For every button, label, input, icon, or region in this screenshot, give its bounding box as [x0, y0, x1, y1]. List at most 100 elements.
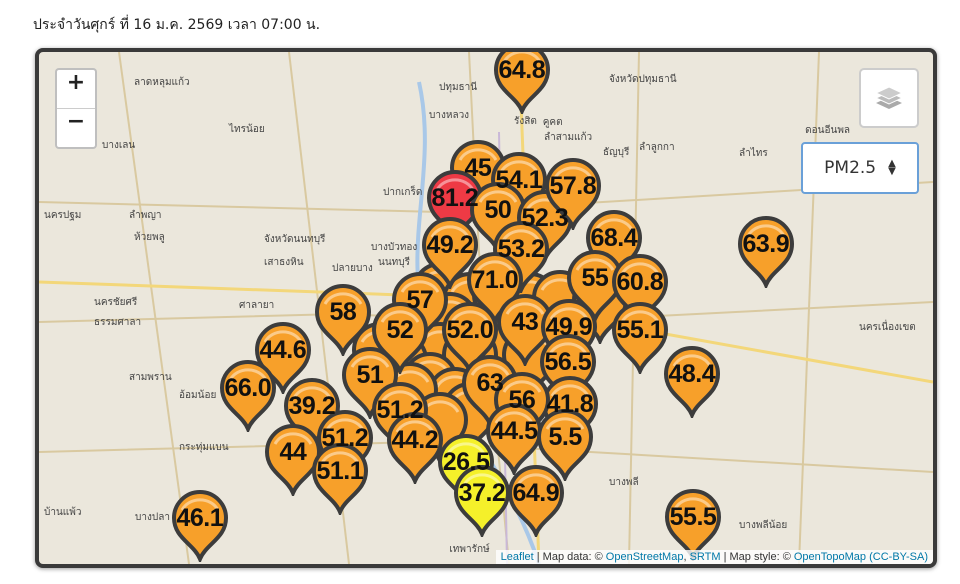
marker-value[interactable]: 60.8 — [616, 268, 664, 296]
opentopomap-link[interactable]: OpenTopoMap — [793, 551, 867, 563]
place-label: บางพลีน้อย — [739, 520, 788, 531]
marker-value[interactable]: 52.3 — [521, 204, 569, 232]
marker-value[interactable]: 55 — [581, 264, 609, 292]
place-label: ปทุมธานี — [439, 82, 478, 93]
pm25-marker[interactable] — [662, 344, 722, 421]
marker-value[interactable]: 52.0 — [446, 316, 494, 344]
leaflet-link[interactable]: Leaflet — [500, 551, 534, 563]
marker-value[interactable]: 55.5 — [669, 503, 717, 532]
marker-value[interactable]: 44.2 — [391, 426, 439, 454]
pm25-marker[interactable] — [610, 300, 670, 377]
pm25-marker[interactable] — [492, 52, 552, 117]
marker-value[interactable]: 51.1 — [316, 457, 364, 485]
marker-value[interactable]: 64.9 — [512, 479, 560, 507]
pm25-marker[interactable] — [663, 487, 723, 564]
marker-value[interactable]: 56 — [508, 386, 536, 414]
place-label: จังหวัดนนทบุรี — [264, 234, 326, 245]
place-label: ธรรมศาลา — [94, 317, 142, 328]
pm25-marker[interactable] — [440, 300, 500, 377]
marker-value[interactable]: 54.1 — [495, 166, 543, 194]
pm25-marker[interactable] — [310, 441, 370, 518]
select-arrows-icon: ▲ ▼ — [888, 158, 896, 177]
place-label: ห้วยพลู — [134, 232, 165, 243]
marker-value[interactable]: 55.1 — [616, 316, 664, 344]
zoom-in-button[interactable]: + — [66, 70, 86, 95]
place-label: บ้านแพ้ว — [44, 507, 82, 518]
pm25-marker[interactable] — [535, 407, 595, 484]
marker-value-layer: 64.8 45 54.1 81.2 50 52.3 53.2 57.8 68.4 63.9 49.2… — [39, 52, 933, 564]
marker-value[interactable]: 44 — [279, 438, 307, 466]
marker-value[interactable]: 58 — [329, 298, 357, 326]
marker-value[interactable]: 56.5 — [544, 348, 592, 376]
marker-value[interactable]: 49.9 — [545, 313, 593, 341]
place-label: ไทรน้อย — [229, 124, 265, 135]
layers-button[interactable] — [859, 68, 919, 128]
pm25-marker[interactable] — [263, 422, 323, 499]
pm25-map[interactable]: ลาดหลุมแก้ว ปทุมธานี จังหวัดปทุมธานี บางหลว… — [35, 48, 937, 568]
report-date-title: ประจำวันศุกร์ ที่ 16 ม.ค. 2569 เวลา 07:0… — [33, 17, 321, 33]
marker-value[interactable]: 68.4 — [590, 224, 638, 252]
marker-value[interactable]: 41.8 — [546, 390, 594, 418]
place-label: ศาลายา — [239, 300, 275, 311]
place-label: นครปฐม — [44, 210, 82, 221]
osm-link[interactable]: OpenStreetMap — [605, 551, 684, 563]
marker-value[interactable]: 63 — [476, 369, 504, 397]
srtm-link[interactable]: SRTM — [689, 551, 721, 563]
place-label: ดอนอีนพล — [805, 124, 851, 136]
marker-value[interactable]: 37.2 — [458, 479, 506, 508]
marker-value[interactable]: 51.2 — [376, 396, 424, 424]
pm25-marker[interactable] — [506, 463, 566, 540]
place-label: บางเลน — [102, 140, 136, 151]
place-label: ลำลูกกา — [639, 142, 675, 153]
place-label: กระทุ่มแบน — [179, 442, 229, 453]
marker-value[interactable]: 51.2 — [321, 424, 369, 452]
marker-value[interactable]: 46.1 — [176, 504, 224, 532]
marker-value[interactable]: 66.0 — [224, 374, 272, 402]
pm25-marker[interactable] — [736, 214, 796, 291]
marker-value[interactable]: 5.5 — [548, 423, 583, 451]
zoom-control: + − — [55, 68, 97, 149]
marker-value[interactable]: 44.6 — [259, 336, 307, 364]
zoom-out-button[interactable]: − — [57, 108, 95, 147]
pm25-marker[interactable] — [543, 156, 603, 233]
marker-value[interactable]: 51 — [356, 361, 384, 389]
pm25-marker[interactable] — [484, 401, 544, 478]
marker-value[interactable]: 64.8 — [498, 56, 546, 84]
place-label: จังหวัดปทุมธานี — [609, 74, 677, 85]
marker-value[interactable]: 52 — [386, 316, 414, 344]
pollutant-select[interactable]: PM2.5 ▲ ▼ — [801, 142, 919, 194]
pm25-marker[interactable] — [420, 215, 480, 292]
place-label: ลำไทร — [739, 148, 768, 159]
attribution-text: | Map data: © — [533, 551, 606, 563]
place-label: คูคต — [542, 116, 563, 128]
marker-value[interactable]: 44.5 — [490, 416, 538, 445]
place-label: ธัญบุรี — [603, 147, 630, 158]
pm25-marker[interactable] — [313, 282, 373, 359]
place-label: บางหลวง — [429, 110, 470, 121]
place-label: รังสิต — [514, 116, 537, 127]
marker-value[interactable]: 26.5 — [442, 448, 490, 477]
pm25-marker[interactable] — [385, 410, 445, 487]
pm25-marker[interactable] — [218, 358, 278, 435]
place-label: นนทบุรี — [378, 257, 410, 268]
marker-value[interactable]: 48.4 — [668, 360, 716, 388]
marker-value[interactable]: 81.2 — [431, 184, 479, 212]
marker-value[interactable]: 63.9 — [742, 230, 790, 258]
marker-value[interactable]: 53.2 — [497, 235, 545, 264]
attribution-text: , — [683, 551, 690, 563]
place-label: นครเนื่องเขต — [859, 322, 916, 333]
marker-value[interactable]: 43 — [511, 308, 539, 336]
place-label: นครชัยศรี — [94, 297, 138, 308]
pm25-marker[interactable] — [452, 463, 512, 540]
attribution-text: | Map style: © — [720, 551, 794, 563]
marker-value[interactable]: 57 — [406, 286, 434, 314]
marker-value[interactable]: 57.8 — [549, 172, 597, 200]
marker-value[interactable]: 49.2 — [426, 231, 474, 259]
place-labels: ลาดหลุมแก้ว ปทุมธานี จังหวัดปทุมธานี บางหลว… — [39, 52, 933, 564]
pm25-marker[interactable] — [170, 488, 230, 564]
marker-value[interactable]: 50 — [484, 196, 512, 224]
marker-value[interactable]: 45 — [464, 154, 492, 182]
marker-value[interactable]: 71.0 — [471, 266, 519, 294]
marker-value[interactable]: 39.2 — [288, 392, 336, 420]
license-link[interactable]: (CC-BY-SA) — [869, 551, 928, 563]
